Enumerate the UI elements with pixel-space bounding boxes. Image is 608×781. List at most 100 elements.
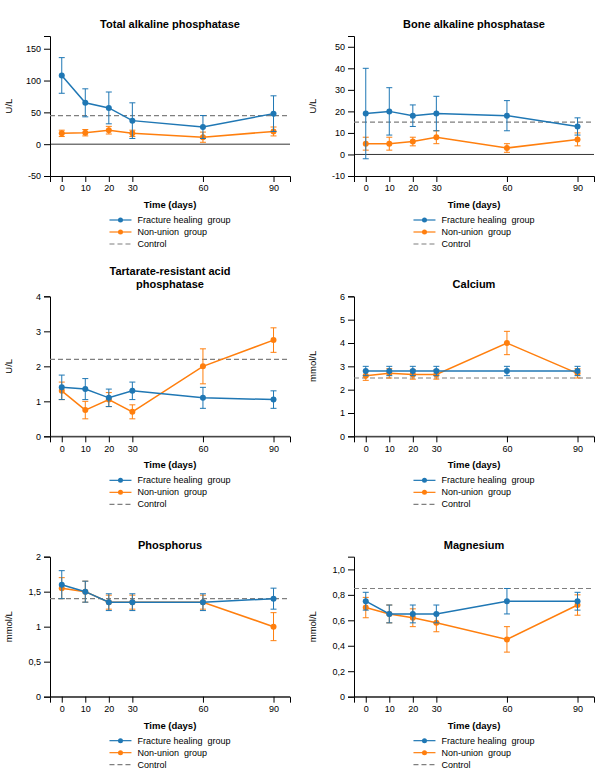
- point: [386, 611, 392, 617]
- y-axis-line: [348, 37, 355, 177]
- series-line: [366, 601, 578, 614]
- point: [200, 124, 206, 130]
- title: Total alkaline phosphatase: [100, 18, 240, 30]
- legend-item: Control: [109, 239, 166, 249]
- y-tick-mark: [44, 436, 50, 437]
- control-line: [354, 122, 594, 123]
- x-tick: 30: [128, 697, 138, 714]
- x-tick-mark: [436, 176, 437, 182]
- legend-swatch: [109, 764, 131, 765]
- x-tick-label: 20: [104, 704, 114, 714]
- legend-swatch: [413, 504, 435, 505]
- legend-item: Non-union group: [109, 748, 207, 758]
- error-bar: [106, 594, 112, 611]
- point: [410, 611, 416, 617]
- y-tick-mark: [348, 413, 354, 414]
- legend-item: Control: [413, 499, 470, 509]
- x-tick: 10: [81, 697, 91, 714]
- y-tick-label: 150: [26, 44, 41, 54]
- point: [271, 397, 277, 403]
- x-tick: 20: [104, 436, 114, 453]
- point: [504, 598, 510, 604]
- y-tick-mark: [348, 133, 354, 134]
- legend-item: Control: [109, 760, 166, 770]
- point: [106, 105, 112, 111]
- point: [129, 388, 135, 394]
- error-bar: [575, 118, 581, 135]
- point: [433, 611, 439, 617]
- x-axis: 01020306090: [51, 697, 291, 714]
- y-axis-title: U/L: [3, 99, 14, 114]
- x-tick: 30: [128, 176, 138, 193]
- legend: Fracture healing groupNon-union groupCon…: [413, 736, 534, 770]
- plot-area: [354, 588, 594, 696]
- x-axis-line: [51, 177, 291, 183]
- legend-label: Control: [137, 760, 166, 770]
- y-tick: 30: [335, 85, 354, 95]
- y-tick-mark: [44, 112, 50, 113]
- point: [59, 582, 65, 588]
- error-bar: [433, 366, 439, 375]
- point: [106, 599, 112, 605]
- legend-label: Fracture healing group: [441, 736, 534, 746]
- x-tick-label: 10: [81, 183, 91, 193]
- zero-line: [50, 696, 290, 697]
- point: [106, 395, 112, 401]
- point: [575, 368, 581, 374]
- series: [59, 126, 277, 142]
- y-tick-label: 0,6: [332, 616, 345, 626]
- legend-marker: [422, 750, 427, 755]
- y-tick-mark: [44, 697, 50, 698]
- y-tick-mark: [44, 557, 50, 558]
- point: [504, 145, 510, 151]
- series-line: [62, 387, 274, 399]
- y-tick: -10: [332, 171, 354, 181]
- error-bar: [271, 328, 277, 353]
- title: Calcium: [453, 278, 496, 290]
- y-tick-mark: [348, 154, 354, 155]
- x-axis-title: Time (days): [144, 720, 197, 731]
- x-tick-label: 0: [364, 183, 369, 193]
- y-tick-mark: [348, 366, 354, 367]
- y-tick-mark: [348, 343, 354, 344]
- x-tick-label: 10: [385, 444, 395, 454]
- x-tick-mark: [109, 697, 110, 703]
- x-tick: 0: [364, 176, 369, 193]
- x-tick-mark: [62, 176, 63, 182]
- x-tick: 90: [573, 436, 583, 453]
- series: [59, 375, 277, 408]
- y-tick-label: 0: [36, 692, 41, 702]
- x-tick-mark: [389, 436, 390, 442]
- y-tick: 1: [340, 408, 354, 418]
- zero-line: [354, 696, 594, 697]
- y-tick-label: 2: [340, 385, 345, 395]
- x-tick: 30: [432, 436, 442, 453]
- x-tick: 60: [198, 176, 208, 193]
- legend-marker: [422, 230, 427, 235]
- legend-label: Non-union group: [137, 487, 207, 497]
- x-tick-mark: [413, 176, 414, 182]
- title: Tartarate-resistant acidphosphatase: [110, 265, 231, 290]
- error-bar: [59, 571, 65, 599]
- error-bar: [363, 366, 369, 375]
- x-tick: 90: [269, 697, 279, 714]
- series-line: [366, 137, 578, 148]
- x-tick: 30: [432, 176, 442, 193]
- x-tick: 10: [385, 697, 395, 714]
- error-bar: [386, 366, 392, 375]
- x-tick: 20: [408, 436, 418, 453]
- point: [504, 368, 510, 374]
- y-tick-mark: [348, 436, 354, 437]
- error-bar: [410, 137, 416, 146]
- y-tick: 0,4: [332, 641, 354, 651]
- y-tick: 50: [335, 42, 354, 52]
- error-bar: [82, 379, 88, 400]
- x-axis-line: [355, 177, 595, 183]
- x-tick-mark: [132, 176, 133, 182]
- series: [363, 588, 581, 622]
- plot-area: [354, 331, 594, 436]
- point: [82, 130, 88, 136]
- title-line: Total alkaline phosphatase: [100, 18, 240, 30]
- x-tick: 60: [198, 697, 208, 714]
- title-line: Tartarate-resistant acid: [110, 265, 231, 277]
